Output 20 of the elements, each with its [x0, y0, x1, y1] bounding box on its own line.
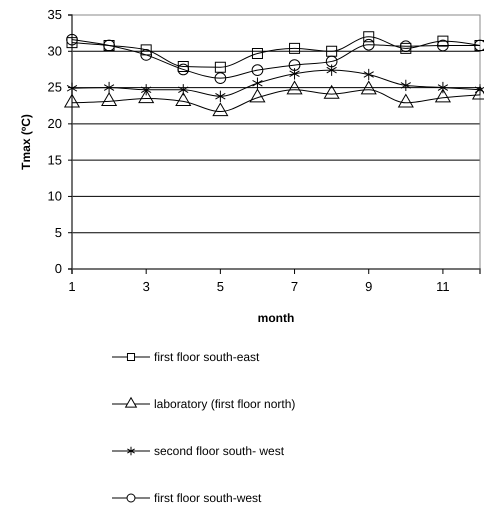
x-axis-title: month: [258, 311, 294, 325]
y-tick-label: 35: [48, 7, 62, 22]
x-tick-label: 7: [290, 279, 298, 294]
y-tick-label: 5: [54, 224, 62, 240]
y-axis-title: Tmax (ºC): [19, 114, 33, 170]
y-tick-label: 10: [48, 188, 62, 204]
x-tick-label: 9: [365, 279, 372, 294]
x-tick-label: 11: [436, 279, 450, 294]
y-tick-label: 0: [54, 261, 62, 276]
legend-label: first floor south-west: [154, 491, 262, 505]
legend-label: second floor south- west: [154, 444, 285, 458]
x-tick-label: 5: [216, 279, 224, 294]
legend-label: laboratory (first floor north): [154, 397, 296, 411]
y-tick-label: 20: [48, 116, 62, 132]
legend-label: first floor south-east: [154, 350, 260, 364]
y-tick-label: 30: [48, 43, 62, 58]
y-tick-label: 15: [48, 152, 62, 168]
y-tick-label: 25: [48, 80, 62, 95]
x-tick-label: 3: [142, 279, 150, 294]
x-tick-label: 1: [68, 279, 76, 294]
